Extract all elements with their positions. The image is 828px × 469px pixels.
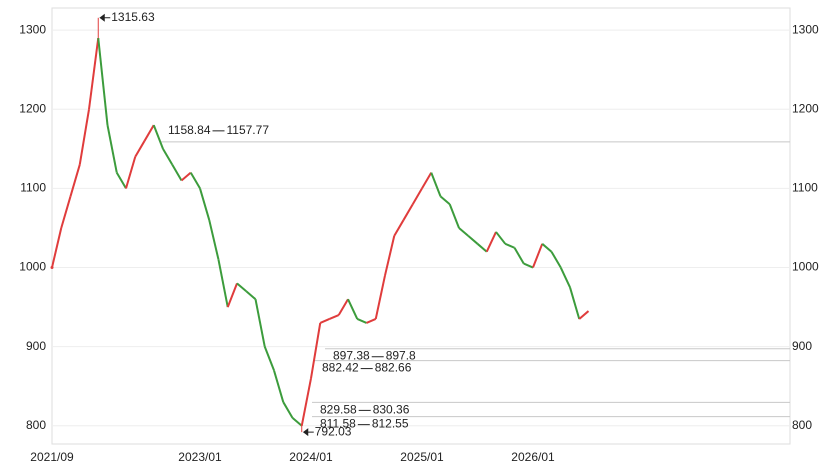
level-value: 811.58 — [320, 417, 356, 431]
y-tick-label-right: 1000 — [792, 260, 819, 274]
price-segment — [504, 242, 515, 249]
level-value: 829.58 — [320, 403, 357, 417]
price-segment — [88, 37, 100, 110]
y-tick-label: 800 — [26, 418, 46, 432]
price-segment — [439, 195, 451, 205]
price-segment — [180, 171, 192, 182]
price-segment — [263, 346, 275, 371]
price-segment — [254, 299, 266, 347]
price-segment — [189, 172, 201, 189]
price-segment — [411, 187, 423, 205]
y-tick-label-right: 1100 — [792, 181, 818, 195]
price-segment — [69, 164, 81, 197]
price-segment — [532, 243, 544, 268]
price-segment — [402, 203, 414, 221]
arrow — [302, 428, 314, 437]
level-label: 897.38 897.8 — [333, 349, 416, 363]
price-segment — [569, 287, 581, 320]
price-segment — [430, 172, 442, 197]
price-segment — [236, 282, 247, 293]
y-tick-label: 1300 — [19, 22, 46, 36]
price-segment — [143, 124, 155, 142]
y-tick-label-right: 1300 — [792, 22, 819, 36]
price-segment — [578, 310, 590, 320]
price-segment — [226, 283, 238, 308]
level-value: 830.36 — [373, 403, 410, 417]
price-segment — [347, 298, 359, 320]
level-label: 829.58 830.36 — [320, 403, 410, 417]
x-tick-label: 2023/01 — [178, 450, 222, 464]
price-segment — [448, 203, 460, 229]
price-segment — [384, 235, 396, 276]
price-segment — [291, 417, 303, 427]
price-segment — [282, 401, 294, 419]
level-value: 1158.84 — [168, 123, 211, 137]
x-tick-label: 2026/01 — [511, 450, 555, 464]
price-segment — [458, 227, 469, 237]
level-value: 897.8 — [386, 349, 416, 363]
y-tick-label-right: 1200 — [792, 101, 819, 115]
arrow — [99, 13, 111, 22]
price-segment — [337, 298, 349, 316]
plot-frame — [51, 7, 791, 445]
low-label: 792.03 — [315, 424, 352, 438]
level-value: 882.66 — [375, 361, 412, 375]
price-segment — [366, 318, 377, 324]
price-segment — [550, 251, 562, 269]
y-tick-label: 1100 — [20, 181, 46, 195]
high-label: 1315.63 — [111, 10, 155, 24]
price-segment — [162, 148, 174, 166]
price-segment — [208, 219, 220, 260]
price-segment — [171, 164, 183, 182]
price-segment — [217, 259, 229, 308]
price-segment — [523, 262, 534, 269]
price-segment — [300, 378, 312, 426]
price-segment — [97, 37, 109, 126]
price-segment — [60, 196, 72, 229]
y-tick-label: 1000 — [19, 260, 46, 274]
price-segment — [513, 247, 525, 265]
price-segment — [393, 219, 405, 237]
y-tick-label: 1200 — [19, 101, 46, 115]
price-segment — [273, 370, 285, 403]
price-segment — [152, 124, 164, 150]
price-segment — [51, 227, 63, 268]
price-segment — [559, 267, 571, 288]
price-segment — [310, 322, 322, 379]
level-label: 811.58 812.55 — [320, 417, 409, 431]
price-segment — [476, 243, 488, 253]
price-segment — [356, 318, 367, 324]
level-value: 1157.77 — [227, 123, 270, 137]
price-segment — [319, 318, 330, 324]
level-label: 1158.84 1157.77 — [168, 123, 269, 137]
price-segment — [199, 188, 211, 221]
price-segment — [125, 156, 137, 189]
price-segment — [115, 172, 127, 189]
price-segment — [134, 140, 146, 158]
y-tick-label-right: 800 — [792, 418, 812, 432]
x-tick-label: 2021/09 — [30, 450, 74, 464]
price-segment — [541, 243, 553, 253]
level-label: 882.42 882.66 — [322, 361, 412, 375]
price-segment — [78, 109, 90, 165]
level-value: 882.42 — [322, 361, 359, 375]
level-value: 897.38 — [333, 349, 370, 363]
price-segment — [374, 275, 386, 320]
y-tick-label: 900 — [26, 339, 46, 353]
price-segment — [485, 231, 497, 253]
price-segment — [421, 172, 433, 189]
y-tick-label-right: 900 — [792, 339, 812, 353]
x-tick-label: 2024/01 — [289, 450, 333, 464]
price-segment — [329, 314, 340, 320]
price-segment — [495, 231, 507, 245]
level-value: 812.55 — [372, 417, 409, 431]
x-tick-label: 2025/01 — [400, 450, 444, 464]
price-segment — [467, 235, 479, 245]
price-segment — [106, 124, 118, 173]
price-segment — [245, 290, 257, 300]
